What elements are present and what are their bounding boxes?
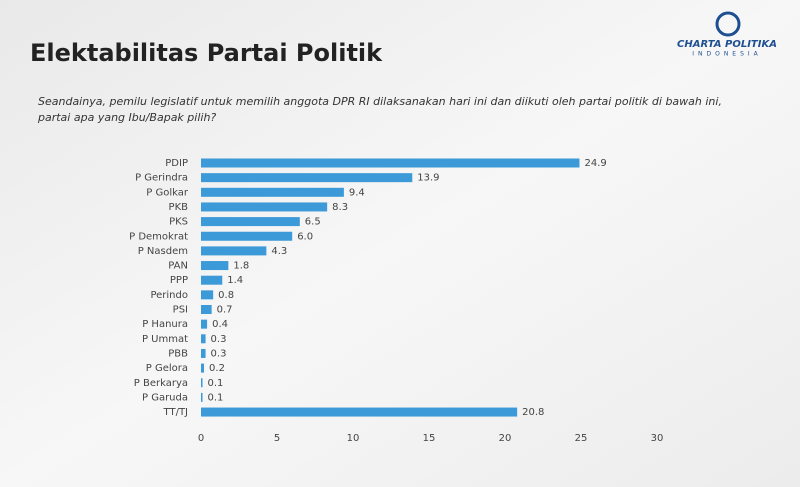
logo-sub: INDONESIA: [692, 51, 762, 58]
value-label: 0.1: [208, 392, 224, 403]
bar: [201, 378, 203, 388]
x-tick-label: 15: [423, 433, 436, 444]
bar: [201, 246, 267, 256]
x-tick-label: 5: [274, 433, 280, 444]
value-label: 24.9: [584, 158, 606, 169]
value-label: 0.8: [218, 290, 234, 301]
x-tick-label: 20: [499, 433, 512, 444]
y-tick-label: PPP: [170, 275, 188, 286]
bar: [201, 158, 580, 168]
subtitle-box: Seandainya, pemilu legislatif untuk memi…: [38, 95, 722, 124]
value-label: 20.8: [522, 407, 544, 418]
y-tick-label: P Gelora: [146, 363, 188, 374]
y-tick-label: PAN: [168, 261, 188, 272]
logo-name: CHARTA POLITIKA: [677, 39, 777, 50]
y-tick-label: P Ummat: [142, 334, 188, 345]
y-tick-label: PSI: [173, 305, 188, 316]
bar: [201, 231, 293, 241]
bar: [201, 407, 518, 417]
chart-title: Elektabilitas Partai Politik: [30, 39, 383, 67]
y-tick-label: P Demokrat: [129, 231, 188, 242]
y-tick-label: PKB: [169, 202, 189, 213]
y-tick-label: P Garuda: [142, 392, 188, 403]
x-tick-label: 0: [198, 433, 204, 444]
y-tick-label: PDIP: [165, 158, 188, 169]
y-tick-label: Perindo: [150, 290, 188, 301]
bar: [201, 261, 229, 271]
x-tick-label: 25: [575, 433, 588, 444]
value-label: 9.4: [349, 187, 365, 198]
value-label: 0.1: [208, 378, 224, 389]
bar: [201, 202, 328, 212]
bar: [201, 319, 208, 329]
x-tick-label: 30: [651, 433, 664, 444]
x-tick-label: 10: [347, 433, 360, 444]
bar: [201, 334, 206, 344]
value-label: 0.2: [209, 363, 225, 374]
bar: [201, 173, 413, 183]
y-tick-label: P Berkarya: [134, 378, 188, 389]
value-label: 13.9: [417, 173, 439, 184]
bar: [201, 363, 205, 373]
value-label: 8.3: [332, 202, 348, 213]
bar: [201, 187, 344, 197]
y-tick-label: P Gerindra: [135, 173, 188, 184]
value-label: 0.4: [212, 319, 228, 330]
bar: [201, 275, 223, 285]
bar: [201, 290, 214, 300]
bar: [201, 348, 206, 358]
value-label: 0.3: [211, 348, 227, 359]
value-label: 4.3: [271, 246, 287, 257]
value-label: 0.3: [211, 334, 227, 345]
value-label: 6.5: [305, 217, 321, 228]
bar: [201, 305, 212, 314]
value-label: 1.4: [227, 275, 243, 286]
y-tick-label: TT/TJ: [163, 407, 188, 418]
y-tick-label: P Nasdem: [138, 246, 188, 257]
y-tick-label: P Golkar: [146, 187, 189, 198]
bar: [201, 392, 203, 402]
subtitle: Seandainya, pemilu legislatif untuk memi…: [38, 95, 722, 124]
y-tick-label: PKS: [169, 217, 188, 228]
y-tick-label: P Hanura: [142, 319, 188, 330]
value-label: 1.8: [233, 261, 249, 272]
y-tick-label: PBB: [168, 348, 188, 359]
value-label: 0.7: [217, 305, 233, 316]
bar: [201, 217, 300, 227]
value-label: 6.0: [297, 231, 313, 242]
logo-icon: [715, 11, 741, 37]
